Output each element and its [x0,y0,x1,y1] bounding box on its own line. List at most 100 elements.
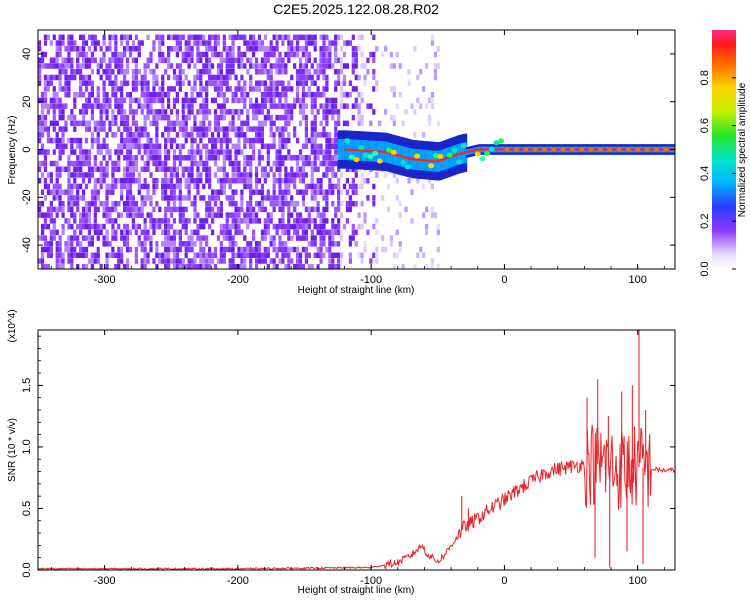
heatmap-cell [117,149,121,155]
heatmap-cell [281,258,285,264]
heatmap-cell [328,189,332,195]
heatmap-cell [193,206,197,213]
heatmap-cell [322,149,326,155]
heatmap-cell [237,246,241,253]
heatmap-cell [73,218,77,224]
heatmap-cell [240,200,244,207]
heatmap-cell [252,218,256,224]
heatmap-cell [137,172,141,178]
heatmap-cell [99,126,103,132]
heatmap-cell [205,218,209,224]
heatmap-cell [208,264,212,269]
heatmap-cell [164,172,168,178]
snr-x-label: Height of straight line (km) [298,585,415,596]
heatmap-cell [120,34,124,41]
heatmap-cell [205,63,209,69]
heatmap-cell [287,57,291,64]
heatmap-cell [208,120,212,127]
heatmap-cell [96,189,100,195]
heatmap-cell [134,68,138,75]
heatmap-cell [208,246,212,253]
heatmap-cell [225,126,229,132]
heatmap-cell [117,155,121,161]
heatmap-cell [108,40,112,46]
heatmap-cell [243,160,247,167]
heatmap-cell [128,143,133,150]
heatmap-cell [293,177,297,184]
heatmap-cell [246,160,250,167]
heatmap-cell [70,223,74,230]
heatmap-cell [222,258,226,264]
heatmap-cell [143,143,147,150]
heatmap-cell [313,91,317,98]
heatmap-cell [301,155,306,161]
heatmap-cell [293,34,297,41]
ridge-band-core [337,138,341,161]
heatmap-cell [114,40,118,46]
heatmap-cell [205,149,209,155]
ridge-dot [635,147,641,152]
heatmap-cell [178,46,182,52]
heatmap-cell [208,109,212,115]
heatmap-cell [61,143,65,150]
heatmap-cell [102,241,106,247]
heatmap-cell [76,172,80,178]
heatmap-cell [269,97,273,104]
heatmap-cell [208,172,212,178]
heatmap-cell [102,51,106,58]
heatmap-cell [319,63,323,69]
heatmap-cell [187,177,191,184]
heatmap-cell [287,229,291,236]
heatmap-cell [143,63,147,69]
snr-y-label: SNR (10 * v/v) [7,418,18,482]
heatmap-cell [140,143,144,150]
heatmap-cell [263,63,267,69]
heatmap-cell [143,149,147,155]
heatmap-cell [231,258,235,264]
heatmap-cell [213,195,218,201]
heatmap-cell [348,166,352,172]
heatmap-cell [213,46,218,52]
heatmap-cell [234,166,238,172]
heatmap-cell [293,246,297,253]
ridge-blob [493,140,500,146]
heatmap-cell [293,218,297,224]
heatmap-cell [219,241,223,247]
heatmap-cell [272,34,276,41]
heatmap-cell [325,166,329,172]
heatmap-cell [96,40,100,46]
heatmap-cell [337,200,341,207]
heatmap-cell [96,229,100,236]
heatmap-cell [234,229,238,236]
heatmap-cell [219,51,223,58]
heatmap-cell [43,149,48,155]
heatmap-cell [331,264,335,269]
heatmap-cell [334,223,338,230]
heatmap-cell [322,218,326,224]
heatmap-cell [99,200,103,207]
heatmap-cell [46,149,50,155]
heatmap-cell [216,206,221,213]
heatmap-cell [266,114,270,121]
heatmap-cell [73,177,77,184]
heatmap-cell [172,149,177,155]
heatmap-cell [93,229,97,236]
heatmap-cell [152,120,156,127]
heatmap-cell [152,218,156,224]
heatmap-cell [413,264,417,269]
heatmap-cell [234,126,238,132]
heatmap-cell [178,120,182,127]
heatmap-cell [146,57,150,64]
heatmap-cell [257,246,262,253]
heatmap-cell [234,223,238,230]
heatmap-cell [202,264,206,269]
heatmap-cell [331,235,335,241]
heatmap-cell [334,155,338,161]
heatmap-cell [120,189,124,195]
heatmap-cell [287,46,291,52]
heatmap-cell [111,86,115,92]
heatmap-cell [172,241,177,247]
heatmap-cell [249,40,253,46]
heatmap-cell [281,132,285,138]
heatmap-cell [105,149,109,155]
